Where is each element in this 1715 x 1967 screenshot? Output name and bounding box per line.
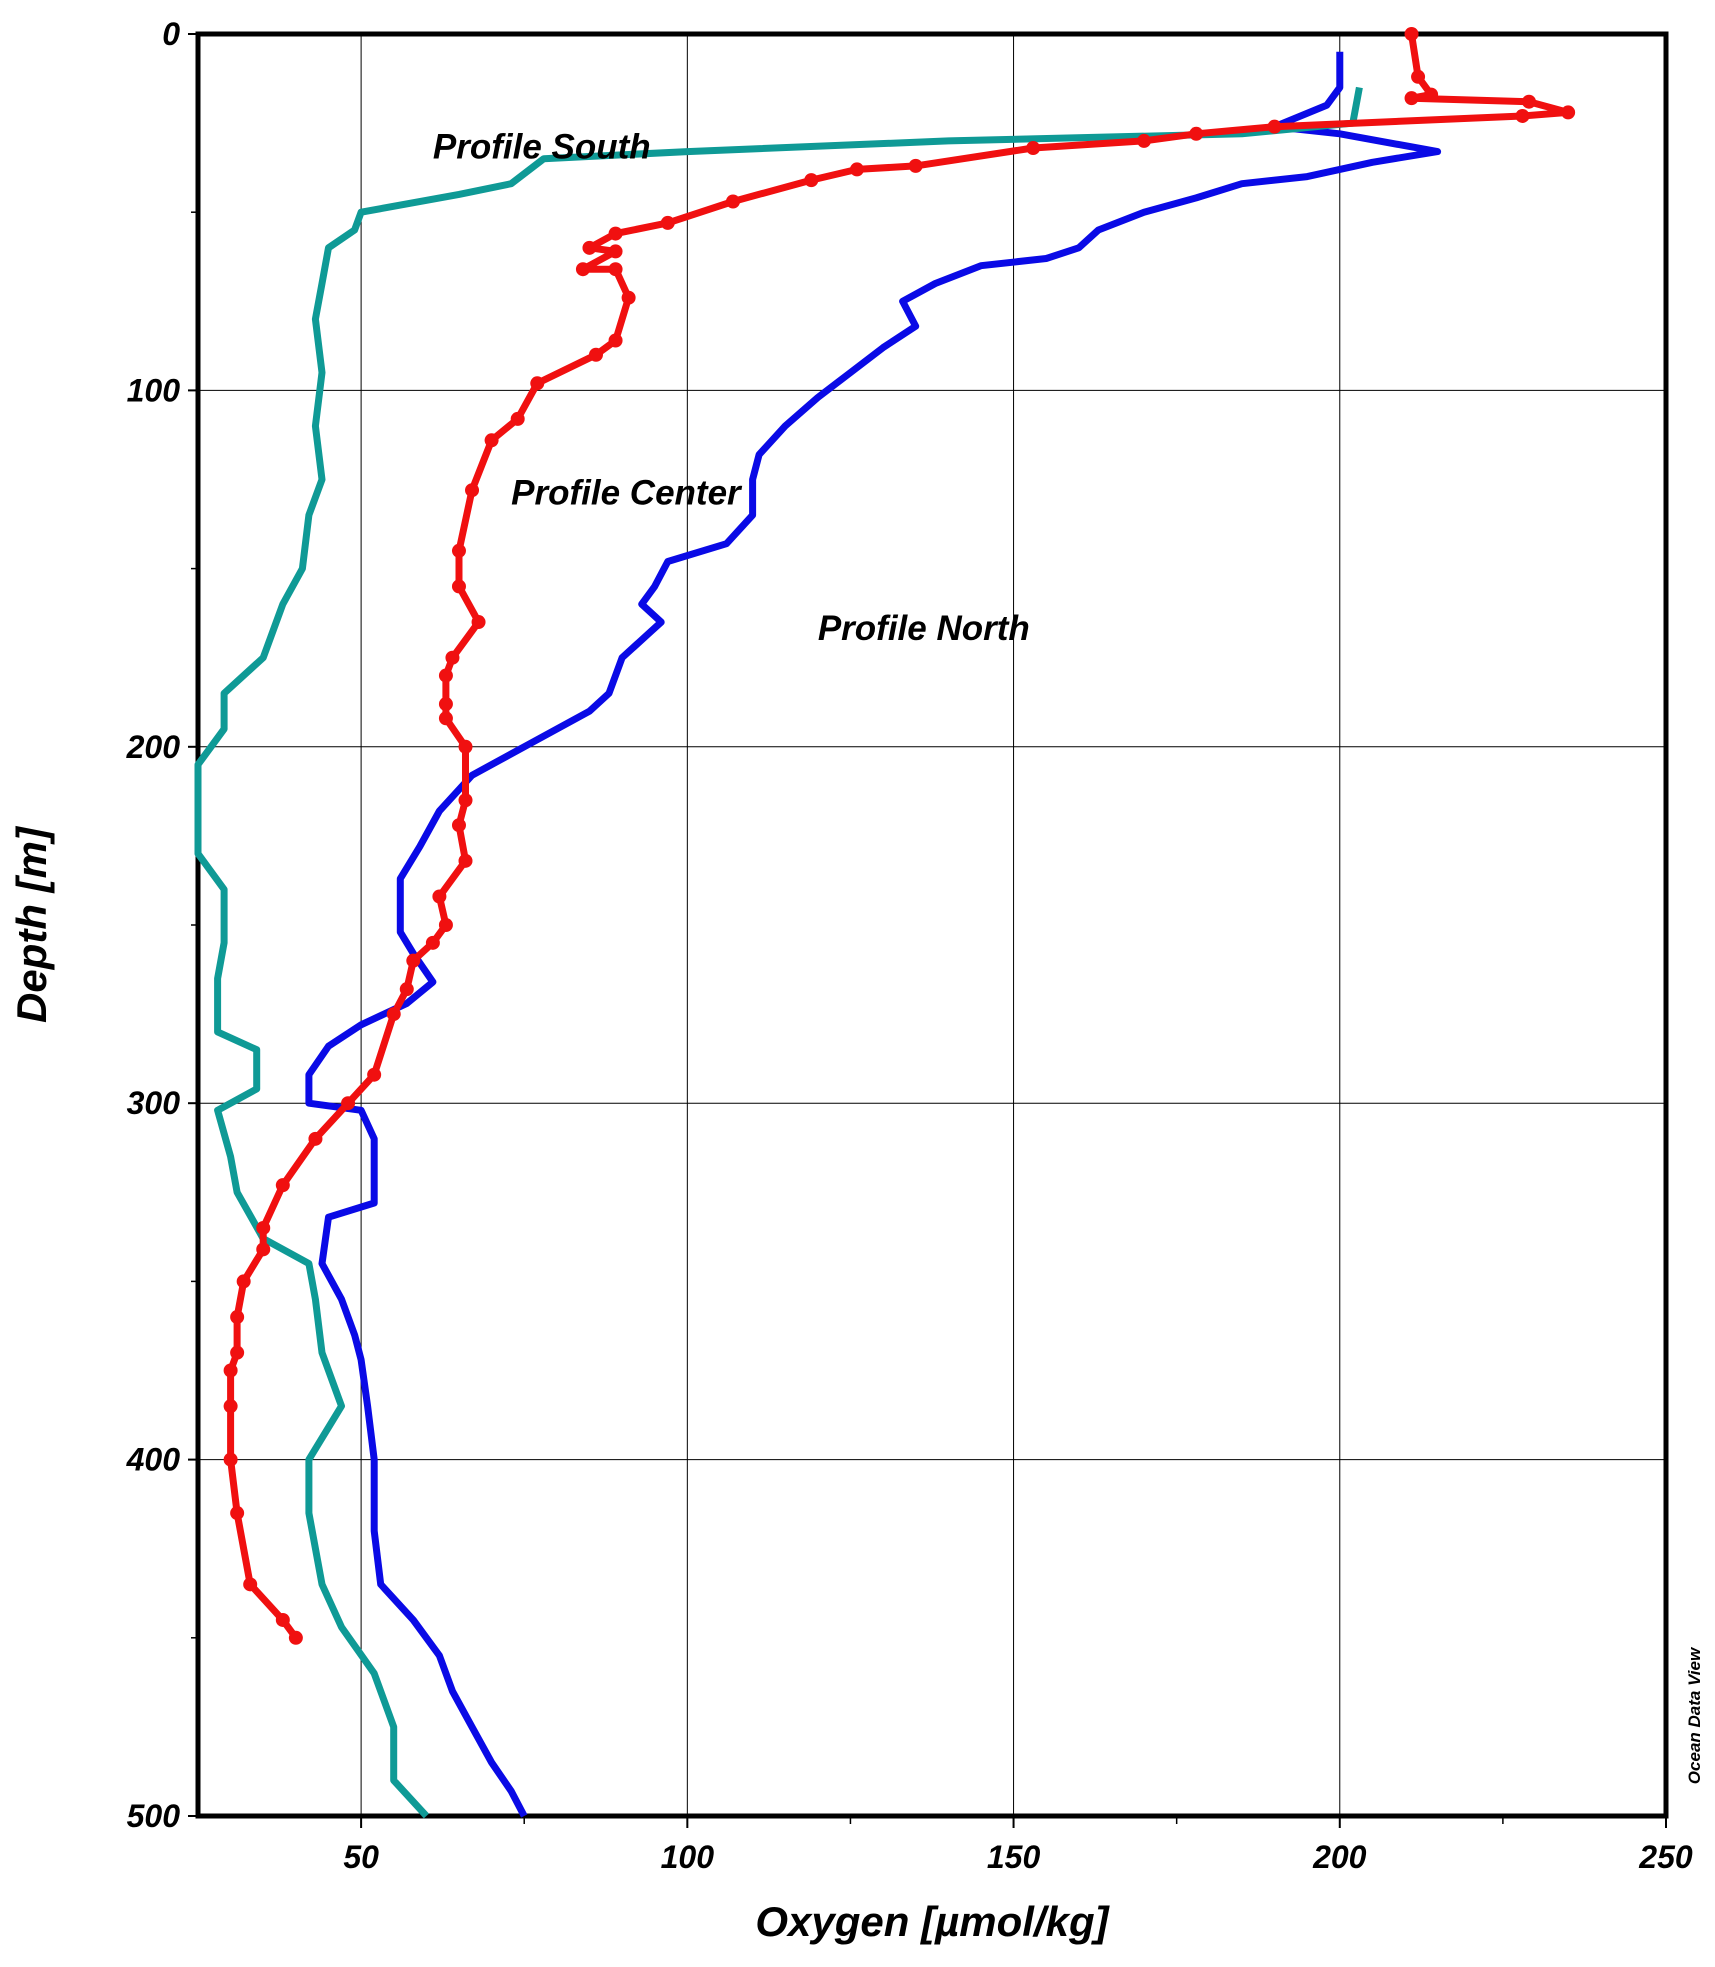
data-point	[223, 1399, 238, 1414]
data-point	[484, 433, 499, 448]
data-line	[227, 33, 1572, 1640]
data-point	[1189, 126, 1204, 141]
data-point	[451, 543, 466, 558]
x-tick-label: 100	[661, 1839, 715, 1875]
annotation: Profile Center	[511, 473, 743, 512]
data-point	[230, 1506, 245, 1521]
data-line	[194, 86, 1363, 1819]
data-point	[406, 953, 421, 968]
data-point	[243, 1577, 258, 1592]
data-point	[1404, 91, 1419, 106]
data-point	[510, 411, 525, 426]
data-point	[438, 668, 453, 683]
data-point	[849, 162, 864, 177]
data-point	[438, 697, 453, 712]
data-point	[458, 793, 473, 808]
data-point	[399, 982, 414, 997]
data-point	[256, 1242, 271, 1257]
data-point	[1521, 94, 1536, 109]
y-axis-title: Depth [m]	[8, 825, 55, 1023]
data-point	[908, 158, 923, 173]
x-tick-label: 150	[987, 1839, 1041, 1875]
data-point	[726, 194, 741, 209]
data-point	[588, 347, 603, 362]
data-point	[425, 935, 440, 950]
data-point	[230, 1310, 245, 1325]
data-point	[341, 1096, 356, 1111]
data-point	[367, 1067, 382, 1082]
data-point	[804, 173, 819, 188]
data-point	[256, 1220, 271, 1235]
data-point	[660, 215, 675, 230]
data-point	[275, 1612, 290, 1627]
data-point	[236, 1274, 251, 1289]
data-point	[575, 262, 590, 277]
data-point	[465, 483, 480, 498]
data-point	[288, 1630, 303, 1645]
data-point	[608, 262, 623, 277]
data-point	[471, 615, 486, 630]
data-point	[530, 376, 545, 391]
data-point	[223, 1363, 238, 1378]
data-point	[275, 1178, 290, 1193]
data-point	[1515, 108, 1530, 123]
data-point	[1404, 27, 1419, 41]
data-point	[386, 1007, 401, 1022]
data-point	[1137, 133, 1152, 148]
x-tick-label: 250	[1638, 1839, 1693, 1875]
y-tick-label: 0	[162, 16, 180, 52]
data-point	[582, 240, 597, 255]
data-point	[438, 918, 453, 932]
data-point	[608, 226, 623, 241]
data-point	[1267, 119, 1282, 134]
y-tick-label: 200	[126, 729, 181, 765]
data-point	[458, 739, 473, 754]
data-line	[305, 51, 1442, 1818]
plot-frame	[195, 31, 1669, 1819]
data-point	[608, 244, 623, 259]
data-point	[451, 579, 466, 594]
data-point	[1026, 141, 1041, 156]
y-tick-label: 500	[127, 1798, 181, 1834]
data-point	[451, 818, 466, 833]
x-tick-label: 50	[343, 1839, 379, 1875]
annotation: Profile South	[433, 128, 651, 167]
y-tick-label: 100	[127, 372, 181, 408]
data-point	[608, 333, 623, 348]
data-point	[1411, 69, 1426, 84]
data-point	[308, 1131, 323, 1146]
data-point	[1561, 105, 1576, 120]
credit: Ocean Data View	[1685, 1646, 1704, 1784]
annotation: Profile North	[818, 609, 1030, 648]
x-tick-label: 200	[1312, 1839, 1367, 1875]
x-axis-title: Oxygen [µmol/kg]	[755, 1898, 1110, 1945]
data-point	[621, 290, 636, 305]
y-tick-label: 400	[126, 1442, 181, 1478]
data-point	[458, 853, 473, 868]
data-point	[445, 650, 460, 665]
data-point	[230, 1345, 245, 1360]
data-point	[432, 889, 447, 904]
y-tick-label: 300	[127, 1085, 181, 1121]
data-point	[438, 711, 453, 726]
data-point	[223, 1452, 238, 1467]
data-point	[1424, 87, 1439, 102]
